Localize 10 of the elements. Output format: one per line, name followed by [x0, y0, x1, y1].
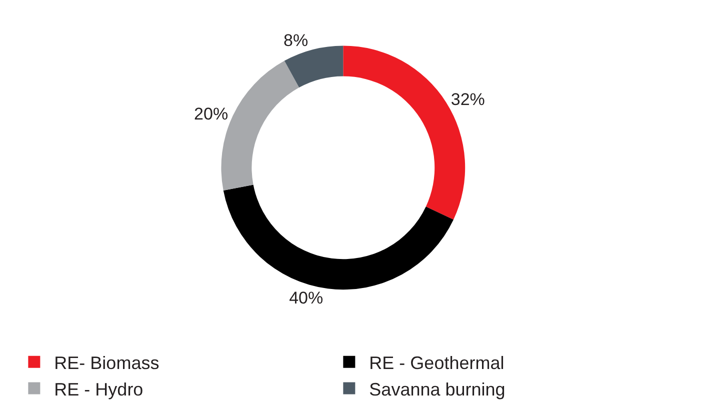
data-label: 32% — [450, 90, 485, 110]
data-label: 40% — [289, 288, 324, 308]
donut-slice — [284, 46, 344, 88]
donut-slice — [223, 184, 454, 290]
legend-label: RE - Geothermal — [369, 352, 504, 373]
legend-label: RE- Biomass — [54, 352, 160, 373]
legend-label: RE - Hydro — [54, 379, 144, 400]
data-label: 8% — [284, 31, 308, 50]
data-label: 20% — [194, 104, 228, 124]
legend-label: Savanna burning — [369, 379, 506, 400]
